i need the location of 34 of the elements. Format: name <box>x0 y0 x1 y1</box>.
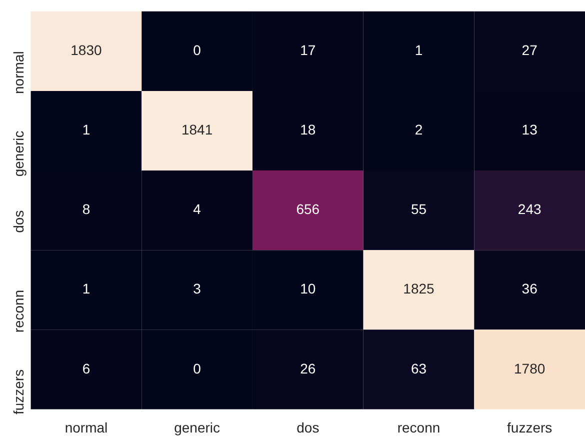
data-label: 3 <box>193 280 202 297</box>
data-label: 0 <box>193 360 202 376</box>
data-label: 55 <box>410 201 427 218</box>
data-label: 17 <box>300 42 316 58</box>
data-label: 4 <box>193 201 202 218</box>
y-tick-label: normal <box>10 51 27 94</box>
data-label: 2 <box>414 122 423 138</box>
data-label: 8 <box>82 201 90 218</box>
data-label: 26 <box>300 360 316 376</box>
data-label: 27 <box>522 42 538 58</box>
data-label: 1841 <box>181 122 213 138</box>
data-label: 656 <box>296 201 320 218</box>
data-label: 1 <box>82 280 90 297</box>
data-label: 1825 <box>403 280 435 297</box>
data-label: 1 <box>414 42 423 58</box>
data-label: 63 <box>410 360 427 376</box>
data-label: 1780 <box>514 360 546 376</box>
data-label: 243 <box>518 201 542 218</box>
data-label: 6 <box>82 360 90 376</box>
x-tick-label: dos <box>296 419 320 436</box>
x-tick-label: normal <box>64 419 108 436</box>
x-tick-label: reconn <box>397 419 440 436</box>
y-tick-label: dos <box>10 210 27 233</box>
data-label: 1 <box>82 122 90 138</box>
x-tick-label: fuzzers <box>507 419 552 436</box>
data-label: 36 <box>522 280 538 297</box>
data-label: 13 <box>522 122 538 138</box>
data-label: 0 <box>193 42 202 58</box>
data-label: 18 <box>300 122 316 138</box>
data-label: 1830 <box>70 42 102 58</box>
y-tick-label: generic <box>10 130 27 177</box>
x-tick-label: generic <box>174 419 220 436</box>
y-tick-label: reconn <box>10 290 27 333</box>
data-label: 10 <box>300 280 316 297</box>
